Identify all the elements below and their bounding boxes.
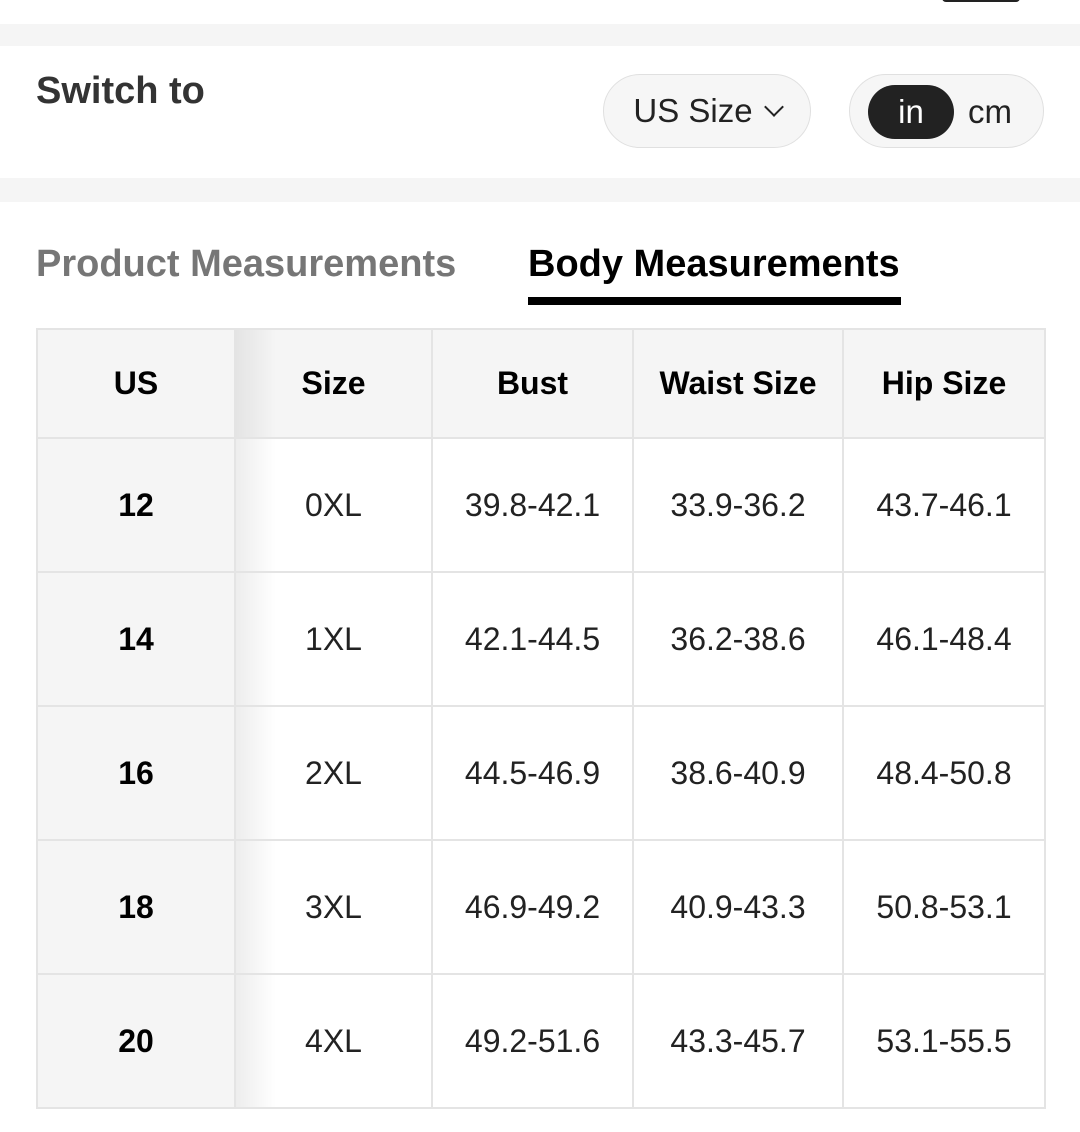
cell-size: 0XL [234, 437, 433, 573]
divider [0, 24, 1080, 46]
size-table: US Size Bust Waist Size Hip Size 12 0XL 39.8-4… [36, 328, 1046, 1109]
size-system-select[interactable]: US Size [603, 74, 811, 148]
table-row: 18 3XL 46.9-49.2 40.9-43.3 50.8-53.1 [36, 839, 1046, 975]
cell-waist: 40.9-43.3 [632, 839, 844, 975]
cell-waist: 33.9-36.2 [632, 437, 844, 573]
cell-bust: 39.8-42.1 [431, 437, 634, 573]
header-hip: Hip Size [842, 328, 1046, 439]
switch-label: Switch to [36, 70, 205, 112]
header-waist: Waist Size [632, 328, 844, 439]
unit-cm-button[interactable]: cm [968, 93, 1012, 130]
cell-bust: 46.9-49.2 [431, 839, 634, 975]
unit-toggle[interactable]: in cm [849, 74, 1044, 148]
cell-size: 1XL [234, 571, 433, 707]
cell-bust: 44.5-46.9 [431, 705, 634, 841]
tab-product-measurements[interactable]: Product Measurements [36, 243, 457, 285]
cell-hip: 46.1-48.4 [842, 571, 1046, 707]
header-us: US [36, 328, 236, 439]
table-row: 14 1XL 42.1-44.5 36.2-38.6 46.1-48.4 [36, 571, 1046, 707]
cell-us: 20 [36, 973, 236, 1109]
cell-hip: 48.4-50.8 [842, 705, 1046, 841]
cell-bust: 49.2-51.6 [431, 973, 634, 1109]
unit-in-button[interactable]: in [868, 85, 954, 139]
cell-size: 4XL [234, 973, 433, 1109]
cell-hip: 53.1-55.5 [842, 973, 1046, 1109]
cell-bust: 42.1-44.5 [431, 571, 634, 707]
table-row: 16 2XL 44.5-46.9 38.6-40.9 48.4-50.8 [36, 705, 1046, 841]
divider [0, 178, 1080, 202]
cell-size: 2XL [234, 705, 433, 841]
header-size: Size [234, 328, 433, 439]
cell-us: 12 [36, 437, 236, 573]
cell-us: 14 [36, 571, 236, 707]
cell-waist: 38.6-40.9 [632, 705, 844, 841]
table-row: 20 4XL 49.2-51.6 43.3-45.7 53.1-55.5 [36, 973, 1046, 1109]
cell-hip: 50.8-53.1 [842, 839, 1046, 975]
size-system-value: US Size [633, 92, 753, 129]
tab-body-measurements[interactable]: Body Measurements [528, 243, 900, 285]
cell-us: 18 [36, 839, 236, 975]
cell-size: 3XL [234, 839, 433, 975]
switch-row: Switch to US Size in cm [0, 46, 1080, 178]
active-tab-indicator [528, 297, 901, 305]
header-bust: Bust [431, 328, 634, 439]
cell-waist: 43.3-45.7 [632, 973, 844, 1109]
table-row: 12 0XL 39.8-42.1 33.9-36.2 43.7-46.1 [36, 437, 1046, 573]
cell-us: 16 [36, 705, 236, 841]
top-handle [942, 0, 1020, 2]
chevron-down-icon [763, 97, 784, 117]
table-header-row: US Size Bust Waist Size Hip Size [36, 328, 1046, 439]
cell-hip: 43.7-46.1 [842, 437, 1046, 573]
cell-waist: 36.2-38.6 [632, 571, 844, 707]
